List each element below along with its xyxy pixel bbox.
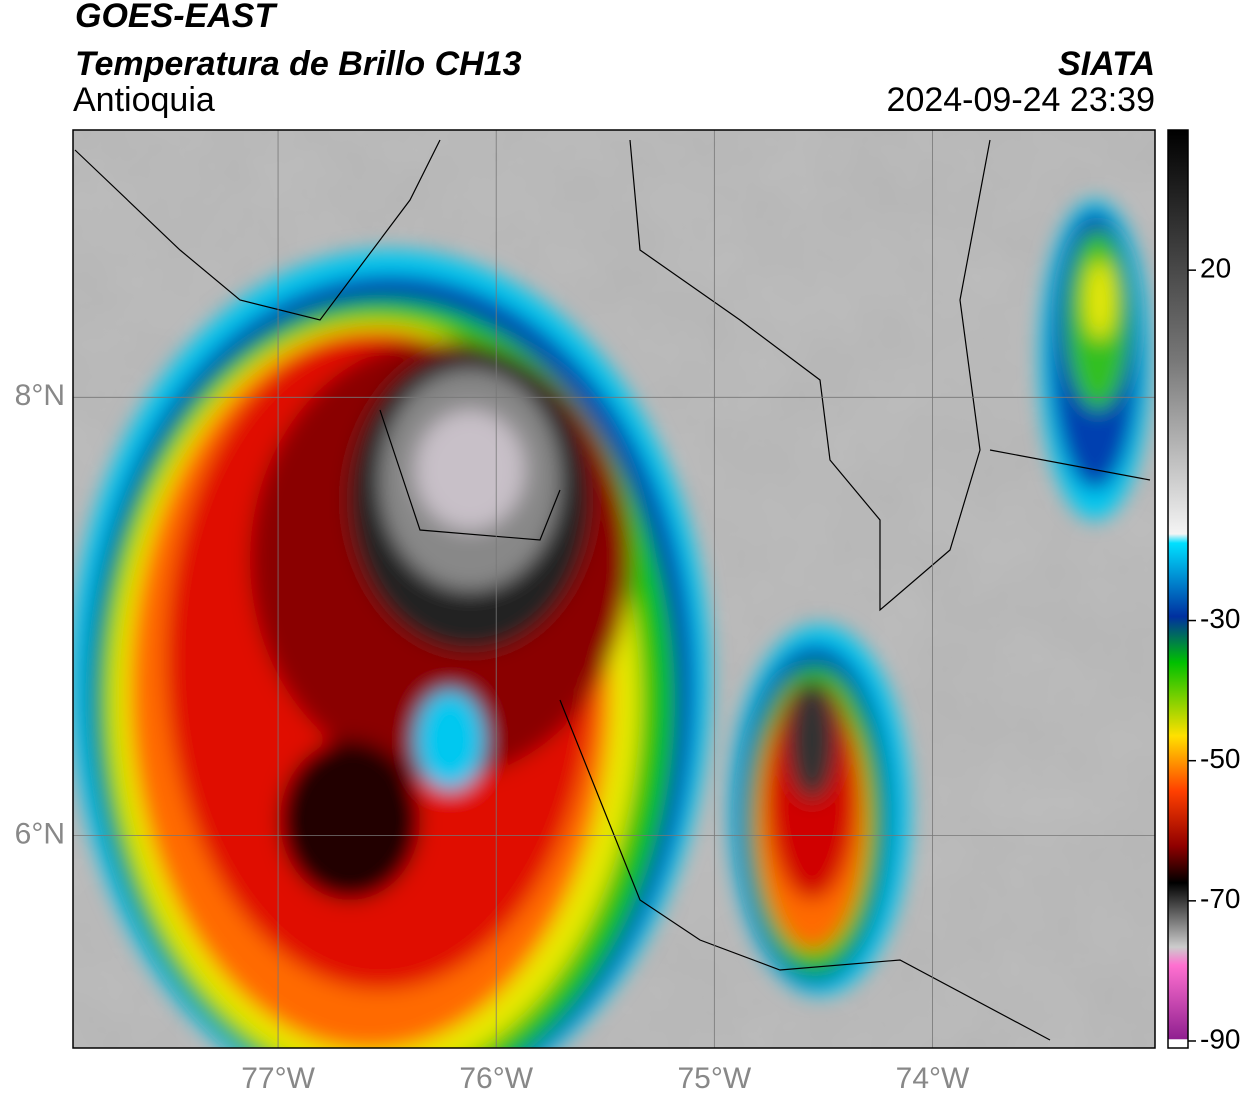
- colorbar-tick-label: 20: [1200, 253, 1231, 284]
- colorbar: [1167, 129, 1189, 1049]
- colorbar-tick-label: -30: [1200, 603, 1240, 634]
- colorbar-tick-label: -90: [1200, 1023, 1240, 1054]
- x-tick-label: 74°W: [896, 1062, 970, 1095]
- borders: [74, 139, 1151, 1041]
- map-frame: [72, 129, 1156, 1049]
- source-label: SIATA: [1058, 45, 1155, 83]
- satellite-title: GOES-EAST: [75, 0, 278, 35]
- map-imagery: [73, 130, 1155, 1048]
- x-tick-label: 76°W: [459, 1062, 533, 1095]
- y-tick-label: 8°N: [15, 379, 65, 412]
- colorbar-tick-label: -70: [1200, 883, 1240, 914]
- x-tick-label: 75°W: [678, 1062, 752, 1095]
- product-title: Temperatura de Brillo CH13: [75, 45, 522, 83]
- datetime-label: 2024-09-24 23:39: [887, 81, 1155, 119]
- y-tick-label: 6°N: [15, 817, 65, 850]
- region-label: Antioquia: [73, 81, 215, 119]
- x-tick-label: 77°W: [241, 1062, 315, 1095]
- colorbar-tick-label: -50: [1200, 743, 1240, 774]
